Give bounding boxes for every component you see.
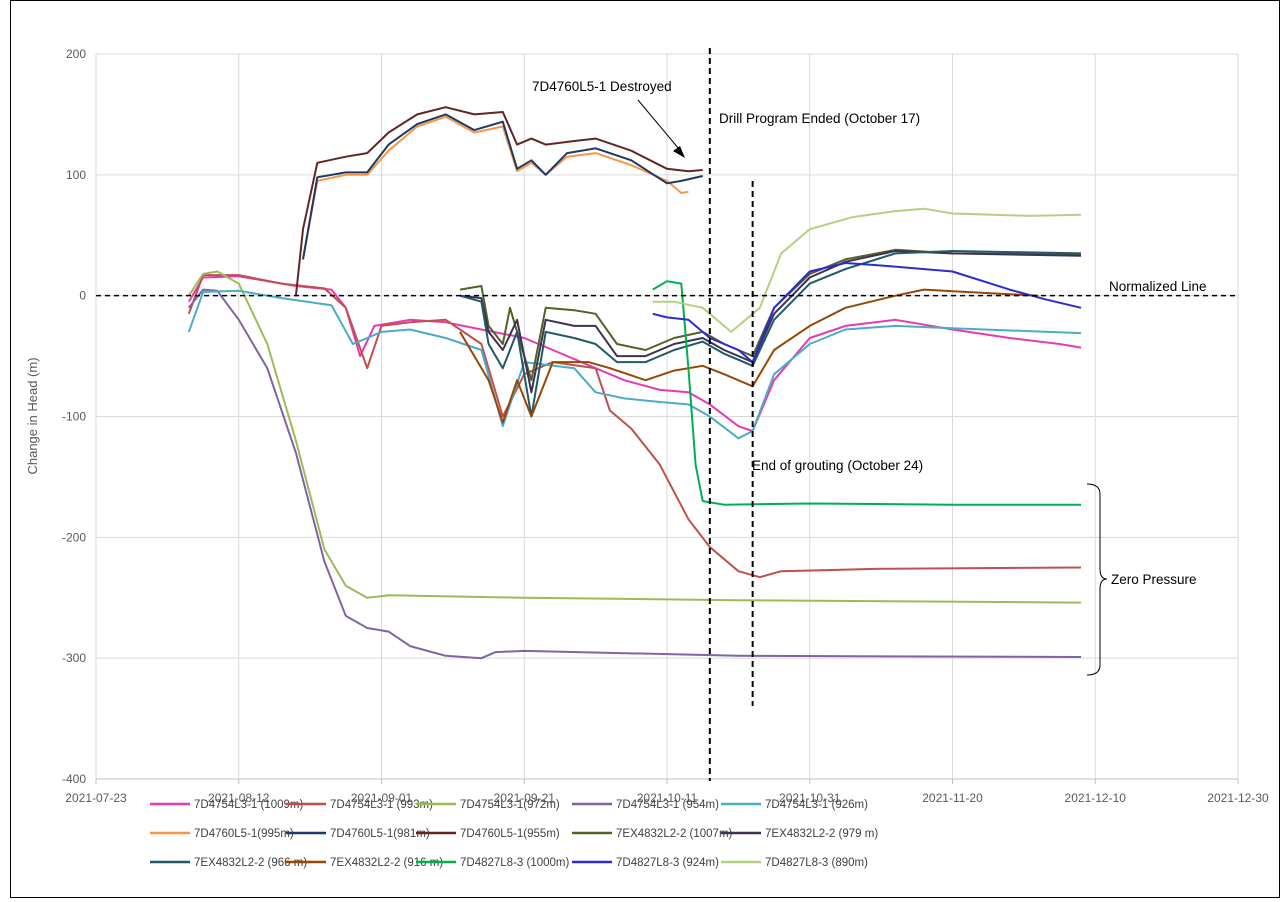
legend-label: 7D4760L5-1(955m)	[460, 828, 560, 840]
series-line	[187, 289, 1082, 440]
legend: 7D4754L3-1 (1009m) 7D4754L3-1 (993m) 7D475…	[150, 799, 878, 869]
x-tick-label: 2021-08-12	[208, 791, 270, 805]
legend-label: 7D4760L5-1(981m)	[330, 828, 430, 840]
annotation-arrow	[637, 99, 680, 150]
reference-lines	[96, 48, 1238, 781]
series-line	[459, 288, 1039, 424]
legend-label: 7D4754L3-1 (1009m)	[194, 799, 303, 811]
y-axis-label: Change in Head (m)	[25, 357, 40, 474]
y-tick-label: -400	[62, 772, 86, 786]
series-line	[187, 275, 1082, 432]
series-line	[302, 115, 689, 260]
legend-label: 7D4827L8-3 (924m)	[616, 857, 719, 869]
grid	[95, 53, 1239, 780]
x-tick-label: 2021-09-01	[351, 791, 413, 805]
series-lines	[187, 106, 1082, 660]
y-tick-label: 100	[66, 168, 86, 182]
annotation-destroyed: 7D4760L5-1 Destroyed	[532, 79, 672, 94]
y-tick-label: 200	[66, 47, 86, 61]
zero-pressure-bracket	[1086, 483, 1108, 676]
axes: -400 -300 -200 -100 0 100 200 2021-07-23 2021-08…	[62, 47, 1269, 805]
legend-label: 7D4827L8-3 (890m)	[765, 857, 868, 869]
series-line	[302, 113, 703, 260]
annotation-zero-pressure: Zero Pressure	[1111, 572, 1197, 587]
x-tick-label: 2021-10-11	[637, 791, 698, 805]
annotation-normalized-line: Normalized Line	[1109, 279, 1207, 294]
annotations: 7D4760L5-1 Destroyed Drill Program Ended…	[532, 79, 1207, 676]
y-tick-label: -200	[62, 530, 86, 544]
series-line	[459, 250, 1082, 394]
series-line	[188, 288, 1082, 660]
series-line	[459, 248, 1082, 382]
annotation-drill-end: Drill Program Ended (October 17)	[719, 111, 920, 126]
legend-label: 7D4754L3-1(972m)	[460, 799, 560, 811]
series-line	[187, 270, 1082, 604]
x-tick-label: 2021-10-31	[779, 791, 841, 805]
x-tick-label: 2021-12-10	[1065, 791, 1127, 805]
y-tick-label: -100	[62, 410, 86, 424]
x-tick-label: 2021-11-20	[922, 791, 983, 805]
legend-label: 7EX4832L2-2 (979 m)	[765, 828, 878, 840]
legend-label: 7EX4832L2-2 (966 m)	[194, 857, 307, 869]
x-tick-label: 2021-09-21	[494, 791, 556, 805]
series-line	[652, 262, 1082, 364]
y-tick-label: -300	[62, 651, 86, 665]
series-line	[187, 274, 1082, 579]
y-tick-label: 0	[79, 289, 86, 303]
legend-label: 7D4754L3-1 (954m)	[616, 799, 719, 811]
legend-label: 7EX4832L2-2 (1007m)	[616, 828, 733, 840]
series-line	[294, 106, 703, 296]
series-line	[652, 207, 1082, 333]
legend-label: 7D4760L5-1(995m)	[194, 828, 294, 840]
x-tick-label: 2021-07-23	[65, 791, 127, 805]
legend-label: 7D4827L8-3 (1000m)	[460, 857, 569, 869]
legend-label: 7D4754L3-1 (926m)	[765, 799, 868, 811]
legend-label: 7D4754L3-1 (993m)	[330, 799, 433, 811]
series-line	[652, 280, 1081, 506]
line-chart: -400 -300 -200 -100 0 100 200 2021-07-23 2021-08…	[25, 47, 1269, 869]
chart-frame: -400 -300 -200 -100 0 100 200 2021-07-23 2021-08…	[10, 0, 1280, 898]
annotation-grout-end: End of grouting (October 24)	[752, 458, 923, 473]
annotation-arrow-head	[673, 146, 685, 158]
legend-label: 7EX4832L2-2 (916 m)	[330, 857, 443, 869]
series-line	[459, 250, 1082, 418]
x-tick-label: 2021-12-30	[1207, 791, 1269, 805]
